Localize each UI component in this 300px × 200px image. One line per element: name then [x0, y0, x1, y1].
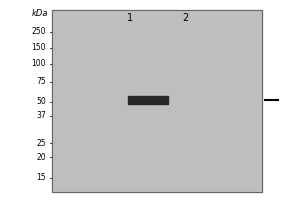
- Text: 15: 15: [36, 173, 46, 182]
- Text: 25: 25: [36, 138, 46, 148]
- Text: 50: 50: [36, 98, 46, 106]
- Text: 100: 100: [32, 60, 46, 68]
- Text: 20: 20: [36, 152, 46, 162]
- Text: 75: 75: [36, 77, 46, 86]
- Text: 37: 37: [36, 112, 46, 120]
- Text: kDa: kDa: [32, 9, 48, 19]
- Bar: [128, 96, 168, 104]
- Text: 2: 2: [182, 13, 188, 23]
- Text: 150: 150: [32, 44, 46, 52]
- Text: 1: 1: [127, 13, 133, 23]
- Text: 250: 250: [32, 27, 46, 36]
- Bar: [52, 10, 262, 192]
- Bar: [52, 10, 262, 192]
